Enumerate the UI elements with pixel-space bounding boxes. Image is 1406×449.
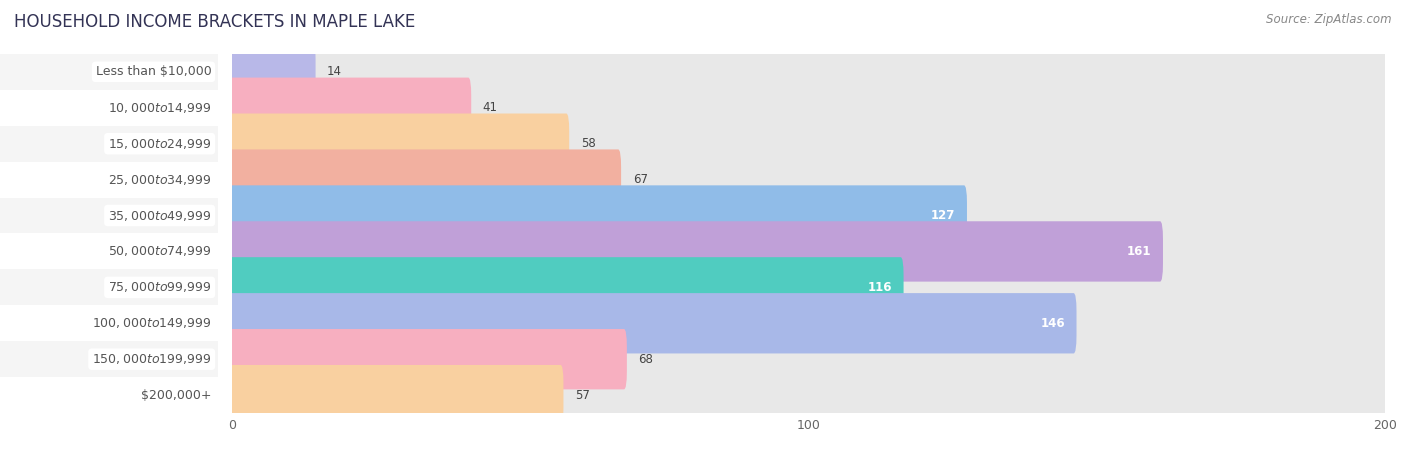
FancyBboxPatch shape <box>229 42 315 102</box>
FancyBboxPatch shape <box>229 114 1388 174</box>
Text: $150,000 to $199,999: $150,000 to $199,999 <box>91 352 211 366</box>
FancyBboxPatch shape <box>229 329 627 389</box>
FancyBboxPatch shape <box>229 78 1388 138</box>
Text: 161: 161 <box>1128 245 1152 258</box>
FancyBboxPatch shape <box>229 293 1077 353</box>
Text: $15,000 to $24,999: $15,000 to $24,999 <box>108 136 211 151</box>
FancyBboxPatch shape <box>229 185 1388 246</box>
Bar <box>232 341 1385 377</box>
Bar <box>0 269 218 305</box>
Bar <box>0 305 218 341</box>
Text: 57: 57 <box>575 389 591 401</box>
Bar <box>0 198 218 233</box>
FancyBboxPatch shape <box>229 221 1388 282</box>
Text: 116: 116 <box>868 281 891 294</box>
Bar <box>232 162 1385 198</box>
Text: 146: 146 <box>1040 317 1064 330</box>
Bar <box>232 377 1385 413</box>
Text: 58: 58 <box>581 137 596 150</box>
Text: 67: 67 <box>633 173 648 186</box>
FancyBboxPatch shape <box>229 78 471 138</box>
Text: 41: 41 <box>482 101 498 114</box>
Text: 14: 14 <box>328 66 342 78</box>
Bar <box>0 90 218 126</box>
FancyBboxPatch shape <box>229 150 621 210</box>
Text: Less than $10,000: Less than $10,000 <box>96 66 211 78</box>
FancyBboxPatch shape <box>229 365 1388 425</box>
FancyBboxPatch shape <box>229 114 569 174</box>
Text: Source: ZipAtlas.com: Source: ZipAtlas.com <box>1267 13 1392 26</box>
Text: $100,000 to $149,999: $100,000 to $149,999 <box>91 316 211 330</box>
Bar <box>0 54 218 90</box>
Bar <box>232 305 1385 341</box>
FancyBboxPatch shape <box>229 257 904 317</box>
Bar <box>0 233 218 269</box>
Bar <box>232 233 1385 269</box>
Text: HOUSEHOLD INCOME BRACKETS IN MAPLE LAKE: HOUSEHOLD INCOME BRACKETS IN MAPLE LAKE <box>14 13 415 31</box>
Bar <box>0 162 218 198</box>
Text: $200,000+: $200,000+ <box>141 389 211 401</box>
Bar <box>232 198 1385 233</box>
FancyBboxPatch shape <box>229 329 1388 389</box>
Bar <box>0 126 218 162</box>
FancyBboxPatch shape <box>229 185 967 246</box>
FancyBboxPatch shape <box>229 293 1388 353</box>
Bar <box>0 377 218 413</box>
FancyBboxPatch shape <box>229 221 1163 282</box>
Bar <box>232 54 1385 90</box>
Text: 127: 127 <box>931 209 956 222</box>
Bar <box>232 269 1385 305</box>
Text: $25,000 to $34,999: $25,000 to $34,999 <box>108 172 211 187</box>
FancyBboxPatch shape <box>229 42 1388 102</box>
Text: $75,000 to $99,999: $75,000 to $99,999 <box>108 280 211 295</box>
Text: $10,000 to $14,999: $10,000 to $14,999 <box>108 101 211 115</box>
Bar <box>232 126 1385 162</box>
Bar <box>0 341 218 377</box>
Text: $35,000 to $49,999: $35,000 to $49,999 <box>108 208 211 223</box>
FancyBboxPatch shape <box>229 257 1388 317</box>
FancyBboxPatch shape <box>229 365 564 425</box>
Text: 68: 68 <box>638 353 654 365</box>
Text: $50,000 to $74,999: $50,000 to $74,999 <box>108 244 211 259</box>
FancyBboxPatch shape <box>229 150 1388 210</box>
Bar <box>232 90 1385 126</box>
